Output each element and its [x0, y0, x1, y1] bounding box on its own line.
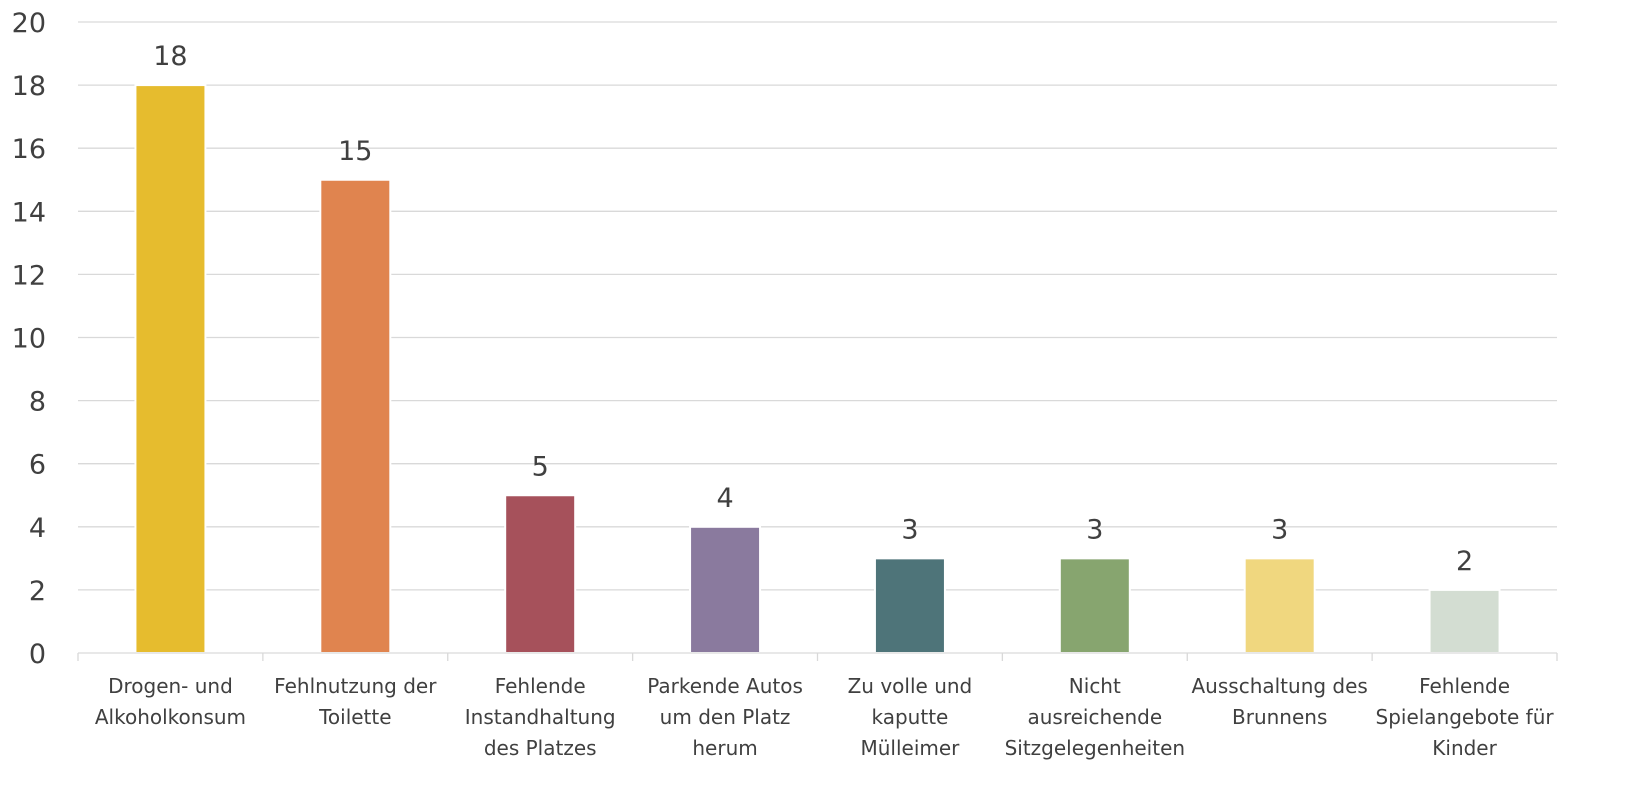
- data-label: 18: [153, 41, 187, 72]
- data-label: 3: [1271, 514, 1288, 545]
- data-label: 15: [338, 136, 372, 167]
- bar: [689, 525, 762, 654]
- x-category-label: Zu volle und kaputte Mülleimer: [848, 674, 973, 760]
- y-axis-tick-labels: 0 2 4 6 8 10 12 14 16 18 20: [12, 8, 46, 670]
- x-category-label: Fehlnutzung der Toilette: [274, 674, 437, 729]
- x-category-label: Nicht ausreichende Sitzgelegenheiten: [1005, 674, 1186, 760]
- bar: [1428, 588, 1501, 655]
- x-category-label: Ausschaltung des Brunnens: [1192, 674, 1368, 729]
- bar: [1243, 557, 1316, 654]
- x-category-label: Fehlende Spielangebote für Kinder: [1376, 674, 1555, 760]
- y-tick-label: 8: [29, 387, 46, 418]
- data-labels: 18 15 5 4 3 3 3 2: [153, 41, 1473, 577]
- data-label: 3: [1086, 514, 1103, 545]
- y-tick-label: 4: [29, 513, 46, 544]
- gridlines: [78, 21, 1557, 591]
- y-tick-label: 14: [12, 197, 46, 228]
- x-axis-category-labels: Drogen- und Alkoholkonsum Fehlnutzung der T…: [95, 674, 1555, 760]
- bar: [873, 557, 946, 654]
- y-tick-label: 0: [29, 639, 46, 670]
- bars: [134, 84, 1501, 655]
- y-tick-label: 12: [12, 260, 46, 291]
- bar: [1058, 557, 1131, 654]
- data-label: 2: [1456, 546, 1473, 577]
- x-axis-tick-marks: [77, 653, 1558, 661]
- data-label: 5: [532, 451, 549, 482]
- y-tick-label: 2: [29, 576, 46, 607]
- y-tick-label: 6: [29, 450, 46, 481]
- bar: [319, 178, 392, 654]
- x-category-label: Drogen- und Alkoholkonsum: [95, 674, 246, 729]
- y-tick-label: 10: [12, 324, 46, 355]
- y-tick-label: 16: [12, 134, 46, 165]
- y-tick-label: 20: [12, 8, 46, 39]
- x-category-label: Fehlende Instandhaltung des Platzes: [465, 674, 616, 760]
- y-tick-label: 18: [12, 71, 46, 102]
- data-label: 3: [901, 514, 918, 545]
- bar: [504, 494, 577, 654]
- data-label: 4: [716, 483, 733, 514]
- x-category-label: Parkende Autos um den Platz herum: [647, 674, 803, 760]
- bar: [134, 84, 207, 655]
